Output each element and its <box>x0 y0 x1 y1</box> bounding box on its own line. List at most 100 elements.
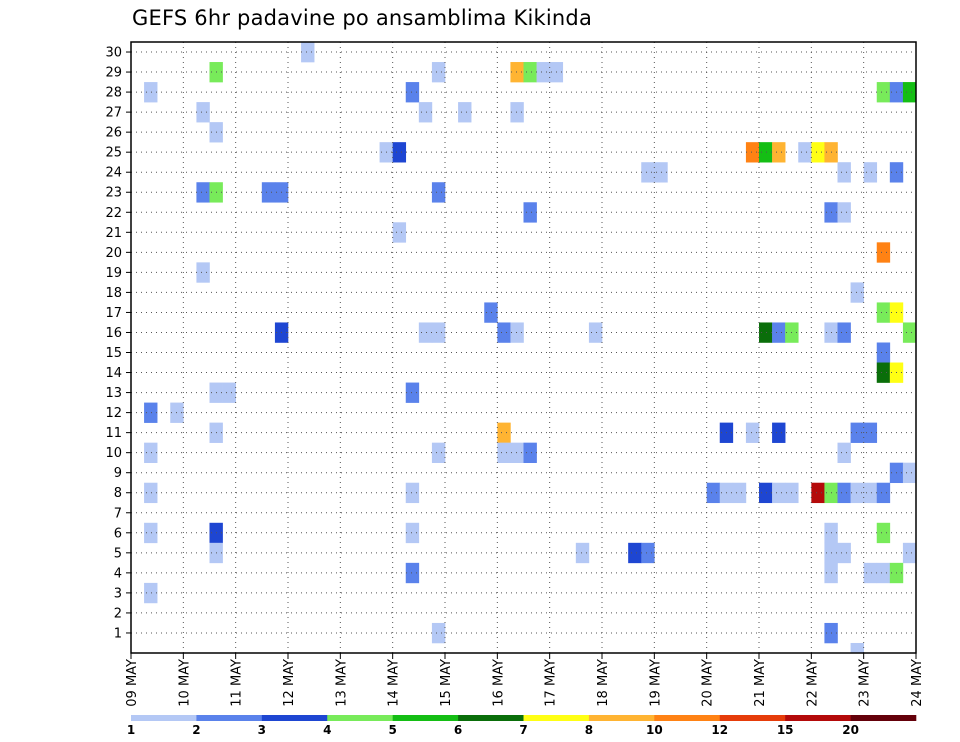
data-cell <box>431 442 446 463</box>
y-tick-label: 24 <box>105 166 122 181</box>
x-tick-label: 23 MAY <box>858 659 873 707</box>
legend-swatch <box>392 715 459 721</box>
chart-title: GEFS 6hr padavine po ansamblima Kikinda <box>132 6 593 30</box>
data-cell <box>497 322 511 343</box>
data-cell <box>497 422 511 443</box>
y-tick-label: 13 <box>105 386 122 401</box>
data-cell <box>405 482 420 504</box>
x-tick-label: 13 MAY <box>334 659 349 707</box>
data-cell <box>876 562 891 584</box>
x-tick-label: 24 MAY <box>910 659 925 707</box>
y-tick-label: 30 <box>105 46 122 61</box>
data-cell <box>144 82 158 103</box>
legend-swatch <box>458 715 524 721</box>
legend-swatch <box>588 715 655 721</box>
data-cell <box>745 422 760 443</box>
legend-swatch <box>523 715 590 721</box>
y-tick-label: 15 <box>105 346 122 361</box>
legend-label: 1 <box>127 723 135 737</box>
legend-label: 15 <box>777 723 794 737</box>
y-tick-label: 3 <box>114 586 122 601</box>
y-tick-label: 16 <box>105 326 122 341</box>
data-cell <box>916 423 929 443</box>
data-cell <box>510 62 524 83</box>
data-cell <box>916 363 929 383</box>
data-cell <box>144 522 158 544</box>
data-cell <box>902 322 916 343</box>
legend-swatch <box>719 715 786 721</box>
data-cell <box>876 342 891 363</box>
data-cell <box>523 62 537 83</box>
data-cell <box>863 482 878 504</box>
y-tick-label: 23 <box>105 186 122 201</box>
data-cell <box>772 422 786 443</box>
legend-label: 12 <box>711 723 728 737</box>
data-cell <box>772 322 786 343</box>
y-tick-label: 22 <box>105 206 122 221</box>
legend-swatch <box>196 715 263 721</box>
x-tick-label: 15 MAY <box>439 659 454 707</box>
data-cell <box>641 542 655 564</box>
legend-swatch <box>654 715 721 721</box>
data-cell <box>732 482 747 504</box>
y-tick-label: 8 <box>114 486 122 501</box>
y-tick-label: 17 <box>105 306 122 321</box>
y-tick-label: 7 <box>114 506 122 521</box>
legend-swatch <box>261 715 328 721</box>
legend: 1 2 3 4 5 6 7 8 10 12 15 20 <box>127 715 917 737</box>
data-cell <box>837 542 851 564</box>
data-cell <box>916 543 929 563</box>
x-tick-label: 20 MAY <box>701 659 716 707</box>
y-tick-label: 14 <box>105 366 122 381</box>
data-cell <box>196 182 210 203</box>
data-cell <box>811 142 825 163</box>
y-tick-label: 1 <box>114 626 122 641</box>
data-cell <box>876 242 891 263</box>
data-cell <box>510 322 524 343</box>
data-cell <box>942 42 955 62</box>
data-cell <box>523 442 537 463</box>
data-cell <box>876 482 891 504</box>
data-cell <box>863 422 878 443</box>
x-tick-label: 17 MAY <box>544 659 559 707</box>
data-cell <box>902 542 916 564</box>
data-cell <box>837 482 851 504</box>
x-tick-label: 19 MAY <box>648 659 663 707</box>
legend-label: 6 <box>454 723 462 737</box>
legend-label: 10 <box>646 723 663 737</box>
y-tick-label: 10 <box>105 446 122 461</box>
data-cell <box>431 322 446 343</box>
x-tick-label: 22 MAY <box>805 659 820 707</box>
data-cell <box>431 62 446 83</box>
data-cell <box>929 42 942 62</box>
x-tick-label: 18 MAY <box>596 659 611 707</box>
data-cell <box>876 362 891 383</box>
y-tick-label: 19 <box>105 266 122 281</box>
data-cell <box>902 462 916 484</box>
data-cell <box>863 162 878 183</box>
legend-label: 5 <box>388 723 396 737</box>
data-cell <box>745 142 760 163</box>
data-cell <box>144 402 158 423</box>
data-cell <box>523 202 537 223</box>
data-cell <box>850 422 864 443</box>
data-cell <box>484 302 498 323</box>
legend-swatch <box>327 715 393 721</box>
x-tick-label: 09 MAY <box>125 659 140 707</box>
data-cell <box>497 442 511 463</box>
legend-label: 7 <box>519 723 527 737</box>
x-tick-label: 12 MAY <box>282 659 297 707</box>
y-tick-label: 26 <box>105 126 122 141</box>
data-cell <box>458 102 472 123</box>
data-cell <box>392 142 407 163</box>
y-tick-label: 20 <box>105 246 122 261</box>
legend-label: 2 <box>192 723 200 737</box>
data-cell <box>837 322 851 343</box>
legend-label: 20 <box>842 723 859 737</box>
y-tick-label: 25 <box>105 146 122 161</box>
x-tick-label: 21 MAY <box>753 659 768 707</box>
y-tick-label: 18 <box>105 286 122 301</box>
legend-swatch <box>785 715 851 721</box>
data-cell <box>811 482 825 504</box>
data-cell <box>196 102 210 123</box>
